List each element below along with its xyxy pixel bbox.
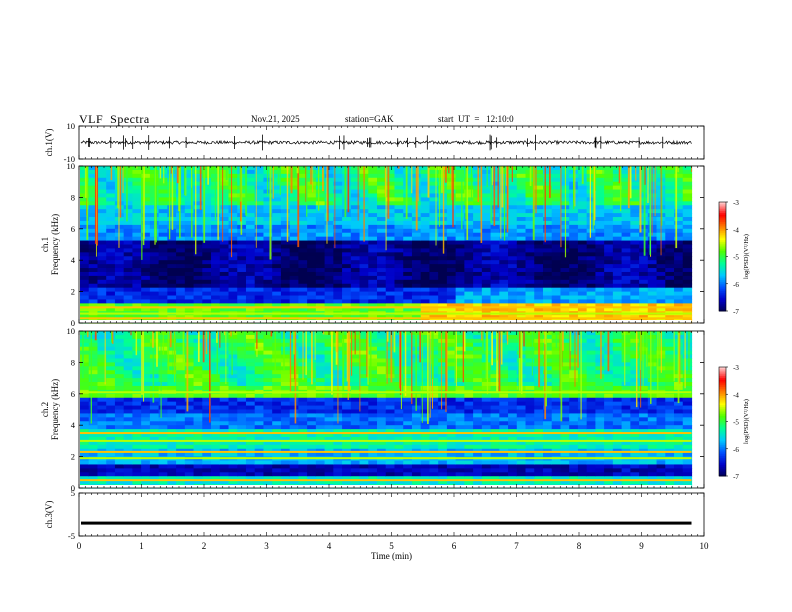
y-tick-label: 10 bbox=[67, 121, 76, 131]
colorbar-tick-label: -3 bbox=[733, 199, 739, 207]
ch1-trace bbox=[80, 139, 692, 146]
y-tick-label: 0 bbox=[71, 318, 75, 328]
ch1-waveform bbox=[80, 134, 692, 151]
y-tick-label: 5 bbox=[71, 488, 75, 498]
ch2-spectrogram bbox=[80, 331, 693, 489]
colorbar-tick-label: -5 bbox=[733, 254, 739, 262]
figure-title: VLF Spectra bbox=[79, 112, 150, 126]
ch2-spec-ylabel-units: Frequency (kHz) bbox=[50, 379, 60, 440]
x-tick-label: 3 bbox=[264, 541, 269, 551]
colorbar-tick-label: -6 bbox=[733, 281, 739, 289]
start-time-label: start UT = 12:10:0 bbox=[438, 114, 514, 124]
station-label: station=GAK bbox=[345, 114, 394, 124]
y-tick-label: 4 bbox=[71, 420, 76, 430]
y-tick-label: 4 bbox=[71, 255, 76, 265]
ch1-spectrogram bbox=[80, 166, 693, 324]
y-tick-label: 6 bbox=[71, 389, 75, 399]
y-tick-label: -5 bbox=[68, 531, 75, 541]
x-tick-label: 7 bbox=[514, 541, 519, 551]
x-tick-label: 9 bbox=[639, 541, 644, 551]
ch1-ylabel: ch.1(V) bbox=[44, 129, 54, 157]
y-tick-label: 10 bbox=[67, 326, 76, 336]
x-tick-label: 5 bbox=[389, 541, 394, 551]
x-axis-label: Time (min) bbox=[371, 551, 412, 561]
ch1-spectrogram-axes: 0 2 4 6 8 10 bbox=[67, 161, 705, 328]
colorbar-label: log(PSD)(V²/Hz) bbox=[743, 234, 750, 279]
x-tick-label: 8 bbox=[577, 541, 582, 551]
x-tick-label: 2 bbox=[202, 541, 207, 551]
ch3-waveform-axes: 5 -5 bbox=[68, 488, 705, 541]
x-tick-label: 10 bbox=[700, 541, 710, 551]
y-tick-label: 0 bbox=[71, 483, 75, 493]
ch1-waveform-axes: 10 -10 bbox=[64, 121, 705, 164]
ch3-trace bbox=[81, 521, 692, 525]
colorbar-tick-label: -5 bbox=[733, 419, 739, 427]
y-tick-label: 6 bbox=[71, 224, 75, 234]
ch3-ylabel: ch.3(V) bbox=[44, 501, 54, 529]
y-tick-label: 8 bbox=[71, 357, 75, 367]
ch2-spec-ylabel: ch.2 bbox=[40, 402, 50, 417]
x-tick-label: 0 bbox=[77, 541, 82, 551]
colorbar-tick-label: -7 bbox=[733, 308, 739, 316]
ch2-colorbar: -3 -4 -5 -6 -7 log(PSD)(V²/Hz) bbox=[718, 364, 750, 481]
y-tick-label: 2 bbox=[71, 452, 75, 462]
ch3-waveform bbox=[81, 521, 692, 525]
y-tick-label: 10 bbox=[67, 161, 76, 171]
ch1-spec-ylabel: ch.1 bbox=[40, 237, 50, 252]
x-tick-label: 4 bbox=[327, 541, 332, 551]
ch1-spec-ylabel-units: Frequency (kHz) bbox=[50, 214, 60, 275]
colorbar-tick-label: -4 bbox=[733, 391, 739, 399]
colorbar-tick-label: -3 bbox=[733, 364, 739, 372]
y-tick-label: -10 bbox=[64, 154, 75, 164]
y-tick-label: 2 bbox=[71, 287, 75, 297]
y-tick-label: 8 bbox=[71, 192, 75, 202]
colorbar-tick-label: -7 bbox=[733, 473, 739, 481]
date-label: Nov.21, 2025 bbox=[251, 114, 300, 124]
ch2-spectrogram-axes: 0 2 4 6 8 10 bbox=[67, 326, 705, 493]
x-tick-label: 1 bbox=[139, 541, 144, 551]
colorbar-label: log(PSD)(V²/Hz) bbox=[743, 399, 750, 444]
colorbar-tick-label: -4 bbox=[733, 226, 739, 234]
colorbar-tick-label: -6 bbox=[733, 446, 739, 454]
x-tick-label: 6 bbox=[452, 541, 457, 551]
ch1-colorbar: -3 -4 -5 -6 -7 log(PSD)(V²/Hz) bbox=[718, 199, 750, 316]
